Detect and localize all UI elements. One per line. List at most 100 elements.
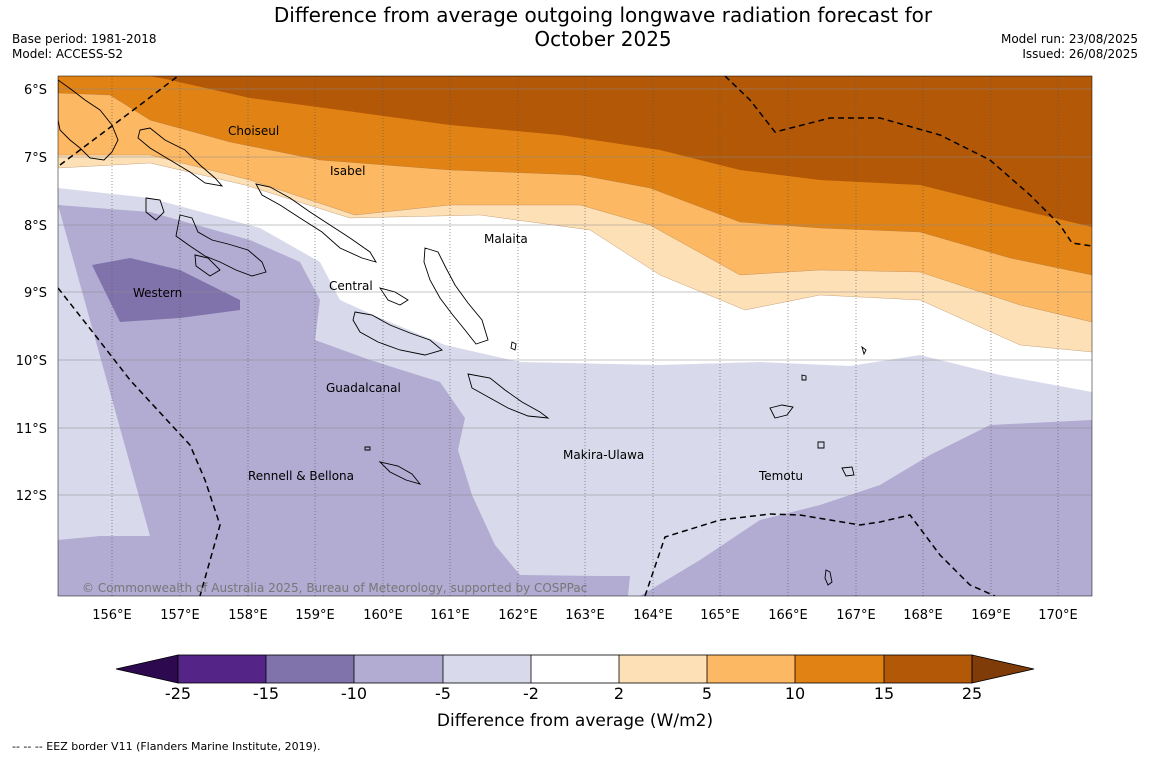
longitude-labels: 156°E 157°E 158°E 159°E 160°E 161°E 162°… bbox=[92, 608, 1078, 623]
colorbar-tick: 2 bbox=[614, 684, 624, 703]
colorbar-tick: -5 bbox=[435, 684, 451, 703]
latitude-gridlines bbox=[58, 88, 1092, 496]
title-line-2: October 2025 bbox=[534, 27, 672, 51]
vanikoro bbox=[841, 466, 855, 477]
latitude-labels: 6°S 7°S 8°S 9°S 10°S 11°S 12°S bbox=[16, 83, 47, 504]
label-choiseul: Choiseul bbox=[228, 124, 279, 138]
colorbar-tick: 15 bbox=[874, 684, 894, 703]
lon-label-162e: 162°E bbox=[498, 608, 538, 623]
lon-label-163e: 163°E bbox=[565, 608, 605, 623]
colorbar-tick: -2 bbox=[523, 684, 539, 703]
colorbar-frame bbox=[177, 654, 973, 684]
small-islet-2 bbox=[801, 374, 807, 381]
meta-left: Base period: 1981-2018 Model: ACCESS-S2 bbox=[12, 32, 157, 62]
map-panel: Choiseul Isabel Malaita Western Central … bbox=[58, 76, 1092, 596]
colorbar-label: Difference from average (W/m2) bbox=[437, 711, 713, 731]
lon-label-165e: 165°E bbox=[700, 608, 740, 623]
colorbar-tick: 5 bbox=[702, 684, 712, 703]
label-guadalcanal: Guadalcanal bbox=[326, 381, 401, 395]
colorbar-dividers bbox=[265, 655, 885, 683]
base-period: Base period: 1981-2018 bbox=[12, 32, 157, 46]
vella-lavella bbox=[145, 197, 165, 221]
label-western: Western bbox=[133, 286, 182, 300]
label-central: Central bbox=[329, 279, 373, 293]
small-islet-4 bbox=[510, 341, 517, 351]
guadalcanal-island bbox=[352, 311, 443, 356]
model-run: Model run: 23/08/2025 bbox=[1000, 32, 1138, 46]
small-islet-3 bbox=[861, 345, 867, 356]
colorbar-segment-7 bbox=[707, 655, 795, 683]
lon-label-159e: 159°E bbox=[295, 608, 335, 623]
rendova bbox=[194, 254, 221, 277]
lon-label-169e: 169°E bbox=[971, 608, 1011, 623]
malaita-island bbox=[423, 247, 489, 345]
colorbar-segment-2 bbox=[266, 655, 354, 683]
utupua bbox=[817, 441, 825, 449]
bougainville-tip bbox=[58, 79, 119, 161]
new-georgia-group bbox=[175, 214, 267, 277]
label-temotu: Temotu bbox=[758, 469, 803, 483]
rennell-island bbox=[378, 461, 422, 485]
colorbar-segment-9 bbox=[884, 655, 972, 683]
isabel-island bbox=[255, 183, 377, 263]
lon-label-166e: 166°E bbox=[768, 608, 808, 623]
lat-label-12s: 12°S bbox=[16, 489, 47, 504]
small-islet-5 bbox=[364, 446, 371, 451]
lat-label-11s: 11°S bbox=[16, 422, 47, 437]
label-malaita: Malaita bbox=[484, 232, 528, 246]
lon-label-164e: 164°E bbox=[633, 608, 673, 623]
lon-label-157e: 157°E bbox=[160, 608, 200, 623]
lon-label-161e: 161°E bbox=[430, 608, 470, 623]
province-labels: Choiseul Isabel Malaita Western Central … bbox=[133, 124, 803, 483]
islands bbox=[58, 79, 867, 586]
choiseul-island bbox=[137, 127, 224, 187]
colorbar-low-extend bbox=[115, 654, 179, 684]
title-line-1: Difference from average outgoing longwav… bbox=[273, 3, 933, 27]
eez-legend-note: -- -- -- EEZ border V11 (Flanders Marine… bbox=[12, 740, 321, 753]
map-frame bbox=[57, 75, 1093, 597]
lat-label-9s: 9°S bbox=[24, 286, 47, 301]
makira-island bbox=[467, 373, 550, 419]
band-minus10-to-minus15 bbox=[92, 258, 240, 322]
eez-border bbox=[58, 76, 1092, 596]
colorbar-segment-6 bbox=[619, 655, 707, 683]
copyright-notice: © Commonwealth of Australia 2025, Bureau… bbox=[82, 581, 587, 595]
band-minus5-to-minus10-east bbox=[640, 420, 1092, 596]
colorbar-ticks: -25 -15 -10 -5 -2 2 5 10 15 25 bbox=[165, 684, 982, 703]
lat-label-7s: 7°S bbox=[24, 151, 47, 166]
band-15-to-25 bbox=[58, 76, 1092, 227]
meta-right: Model run: 23/08/2025 Issued: 26/08/2025 bbox=[1001, 32, 1138, 62]
model-name: Model: ACCESS-S2 bbox=[12, 47, 124, 61]
lon-label-170e: 170°E bbox=[1038, 608, 1078, 623]
colorbar-high-extend bbox=[971, 654, 1035, 684]
santa-cruz-island bbox=[769, 404, 794, 419]
lon-label-156e: 156°E bbox=[92, 608, 132, 623]
colorbar-segment-3 bbox=[354, 655, 443, 683]
colorbar-segment-1 bbox=[178, 655, 266, 683]
lat-label-10s: 10°S bbox=[16, 354, 47, 369]
lat-label-6s: 6°S bbox=[24, 83, 47, 98]
label-makira-ulawa: Makira-Ulawa bbox=[563, 448, 644, 462]
colorbar-segment-4 bbox=[443, 655, 531, 683]
lon-label-160e: 160°E bbox=[363, 608, 403, 623]
small-islet-1 bbox=[824, 569, 833, 586]
lon-label-168e: 168°E bbox=[903, 608, 943, 623]
colorbar: -25 -15 -10 -5 -2 2 5 10 15 25 Differenc… bbox=[115, 654, 1035, 731]
colorbar-tick: -10 bbox=[341, 684, 367, 703]
florida-islands bbox=[378, 287, 409, 306]
colorbar-segment-5 bbox=[531, 655, 619, 683]
colorbar-tick: 10 bbox=[785, 684, 805, 703]
colorbar-tick: -25 bbox=[165, 684, 191, 703]
contour-lines bbox=[58, 92, 1092, 353]
colorbar-tick: -15 bbox=[253, 684, 279, 703]
issued-date: Issued: 26/08/2025 bbox=[1022, 47, 1138, 61]
colorbar-tick: 25 bbox=[962, 684, 982, 703]
lon-label-167e: 167°E bbox=[836, 608, 876, 623]
label-isabel: Isabel bbox=[330, 164, 365, 178]
label-rennell-bellona: Rennell & Bellona bbox=[248, 469, 354, 483]
lat-label-8s: 8°S bbox=[24, 219, 47, 234]
map-title: Difference from average outgoing longwav… bbox=[200, 3, 1006, 51]
lon-label-158e: 158°E bbox=[228, 608, 268, 623]
colorbar-segment-8 bbox=[795, 655, 884, 683]
